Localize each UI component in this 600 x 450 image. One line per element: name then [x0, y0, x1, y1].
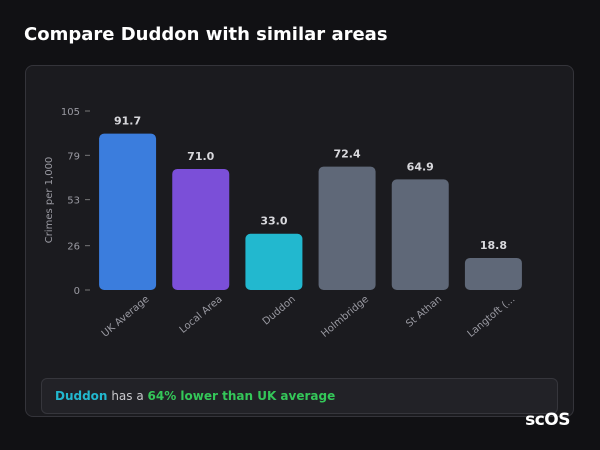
x-tick-label: Local Area [178, 294, 225, 336]
bar [464, 257, 522, 290]
value-label: 71.0 [187, 150, 214, 163]
summary: Duddon has a 64% lower than UK average [41, 378, 558, 414]
bar [391, 179, 449, 290]
value-label: 64.9 [407, 160, 434, 173]
x-tick-label: UK Average [100, 294, 152, 340]
value-label: 91.7 [114, 115, 141, 128]
bar [99, 133, 157, 290]
page-title: Compare Duddon with similar areas [24, 24, 388, 45]
bar [318, 166, 376, 290]
logo: scOS [525, 410, 570, 430]
y-axis-label: Crimes per 1,000 [44, 157, 55, 244]
y-tick-label: 53 [67, 196, 80, 207]
x-tick-label: Duddon [261, 294, 298, 328]
y-tick-label: 26 [67, 242, 80, 253]
bar [172, 168, 230, 290]
bar [245, 233, 303, 290]
value-label: 72.4 [334, 148, 361, 161]
x-tick-label: St Athan [404, 294, 444, 330]
summary-area: Duddon [55, 389, 108, 403]
summary-highlight: 64% lower than UK average [147, 389, 336, 403]
x-tick-label: Holmbridge [319, 294, 371, 340]
x-tick-label: Langtoft (... [466, 294, 518, 340]
y-tick-label: 0 [74, 286, 80, 297]
y-tick-label: 105 [61, 107, 80, 118]
y-tick-label: 79 [67, 151, 80, 162]
value-label: 18.8 [480, 239, 507, 252]
summary-text: has a [111, 389, 144, 403]
value-label: 33.0 [260, 215, 287, 228]
